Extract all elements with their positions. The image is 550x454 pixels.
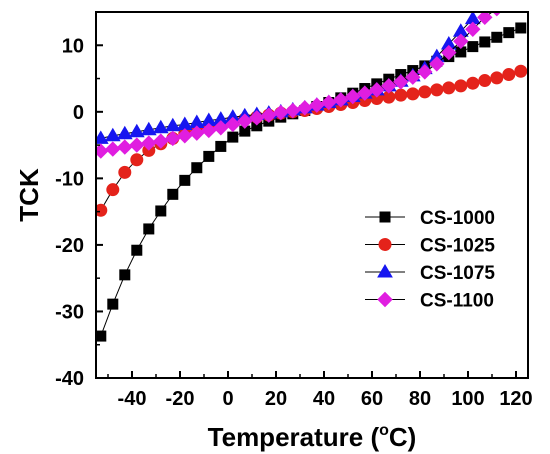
data-point-cs-1100 xyxy=(237,113,253,129)
x-tick-label: -20 xyxy=(166,388,195,410)
data-point-cs-1100 xyxy=(465,21,481,38)
x-tick-label: 60 xyxy=(361,388,383,410)
data-point-cs-1075 xyxy=(152,119,169,134)
data-point-cs-1100 xyxy=(333,92,349,108)
x-axis-title: Temperature (oC) xyxy=(208,422,417,452)
data-point-cs-1000 xyxy=(491,31,503,43)
data-point-cs-1000 xyxy=(155,205,167,217)
data-point-cs-1000 xyxy=(479,36,491,48)
data-point-cs-1025 xyxy=(118,165,132,179)
y-axis-title: TCK xyxy=(14,168,44,222)
legend-label-cs-1000: CS-1000 xyxy=(420,208,495,229)
data-point-cs-1000 xyxy=(503,27,515,39)
data-point-cs-1075 xyxy=(140,121,157,136)
series-cs-1075 xyxy=(96,12,481,144)
x-tick-label: 20 xyxy=(265,388,287,410)
legend: CS-1000 CS-1025 CS-1075 CS-1100 xyxy=(365,208,495,312)
data-point-cs-1100 xyxy=(129,137,145,153)
data-point-cs-1000 xyxy=(515,22,527,34)
data-point-cs-1025 xyxy=(430,83,444,97)
data-point-cs-1025 xyxy=(454,79,468,93)
x-tick-label: 40 xyxy=(313,388,335,410)
data-point-cs-1100 xyxy=(381,78,397,94)
legend-label-cs-1075: CS-1075 xyxy=(420,263,495,284)
data-point-cs-1075 xyxy=(104,127,121,142)
data-point-cs-1025 xyxy=(466,76,480,90)
legend-marker-cs-1100 xyxy=(377,291,393,308)
data-point-cs-1100 xyxy=(405,69,421,85)
x-tick-label: 100 xyxy=(451,388,484,410)
legend-marker-cs-1025 xyxy=(378,238,392,251)
y-tick-label: -20 xyxy=(55,235,84,257)
data-point-cs-1000 xyxy=(215,140,227,152)
data-point-cs-1000 xyxy=(179,174,191,186)
x-axis-title-unit: C) xyxy=(389,422,416,452)
data-point-cs-1025 xyxy=(514,64,528,78)
x-tick-label: -40 xyxy=(118,388,147,410)
data-point-cs-1025 xyxy=(106,183,120,197)
plot-frame xyxy=(95,11,529,379)
y-tick-label: -40 xyxy=(55,368,84,390)
data-point-cs-1075 xyxy=(128,123,145,138)
data-point-cs-1100 xyxy=(477,12,493,26)
y-tick-label: -30 xyxy=(55,301,84,323)
y-tick-label: -10 xyxy=(55,168,84,190)
data-point-cs-1100 xyxy=(429,56,445,72)
data-point-cs-1100 xyxy=(417,64,433,80)
data-point-cs-1025 xyxy=(130,153,144,167)
legend-label-cs-1100: CS-1100 xyxy=(420,291,494,312)
data-point-cs-1100 xyxy=(369,82,385,98)
data-point-cs-1025 xyxy=(442,81,456,95)
data-point-cs-1100 xyxy=(213,120,229,136)
series-cs-1100 xyxy=(96,12,502,159)
data-point-cs-1100 xyxy=(492,12,502,17)
data-point-cs-1075 xyxy=(116,125,133,140)
y-tick-label: 10 xyxy=(62,35,84,57)
x-tick-label: 120 xyxy=(499,388,532,410)
x-axis-title-main: Temperature ( xyxy=(208,422,380,452)
data-point-cs-1100 xyxy=(105,141,121,157)
data-point-cs-1000 xyxy=(119,269,131,281)
data-point-cs-1000 xyxy=(107,298,119,310)
data-point-cs-1100 xyxy=(357,85,373,101)
data-point-cs-1100 xyxy=(225,116,241,133)
data-point-cs-1000 xyxy=(191,162,203,174)
data-point-cs-1025 xyxy=(502,68,516,82)
x-tick-label: 80 xyxy=(409,388,431,410)
legend-marker-cs-1000 xyxy=(379,211,391,223)
data-point-cs-1000 xyxy=(227,131,239,143)
data-point-cs-1025 xyxy=(478,74,492,88)
data-point-cs-1100 xyxy=(393,74,409,90)
data-point-cs-1025 xyxy=(418,85,432,99)
data-point-cs-1000 xyxy=(131,244,143,256)
data-point-cs-1100 xyxy=(345,88,361,105)
x-tick-label: 0 xyxy=(222,388,233,410)
data-point-cs-1000 xyxy=(143,223,155,235)
y-tick-label: 0 xyxy=(73,102,84,124)
data-point-cs-1100 xyxy=(453,33,469,49)
data-point-cs-1000 xyxy=(167,188,179,200)
data-point-cs-1025 xyxy=(406,87,420,101)
y-axis: -40 -30 -20 -10 0 10 xyxy=(55,11,103,390)
x-axis: -40 -20 0 20 40 60 80 100 120 xyxy=(107,371,533,410)
data-point-cs-1100 xyxy=(117,139,133,155)
data-point-cs-1025 xyxy=(394,88,408,102)
data-series xyxy=(96,12,528,342)
data-point-cs-1000 xyxy=(203,150,215,162)
legend-marker-cs-1075 xyxy=(377,264,393,278)
data-point-cs-1000 xyxy=(96,330,107,342)
data-point-cs-1000 xyxy=(467,41,479,53)
data-point-cs-1100 xyxy=(441,44,457,61)
data-point-cs-1025 xyxy=(96,203,108,217)
x-axis-title-degree: o xyxy=(379,422,389,439)
data-point-cs-1100 xyxy=(165,130,181,147)
data-point-cs-1025 xyxy=(490,71,504,85)
legend-label-cs-1025: CS-1025 xyxy=(420,236,495,257)
